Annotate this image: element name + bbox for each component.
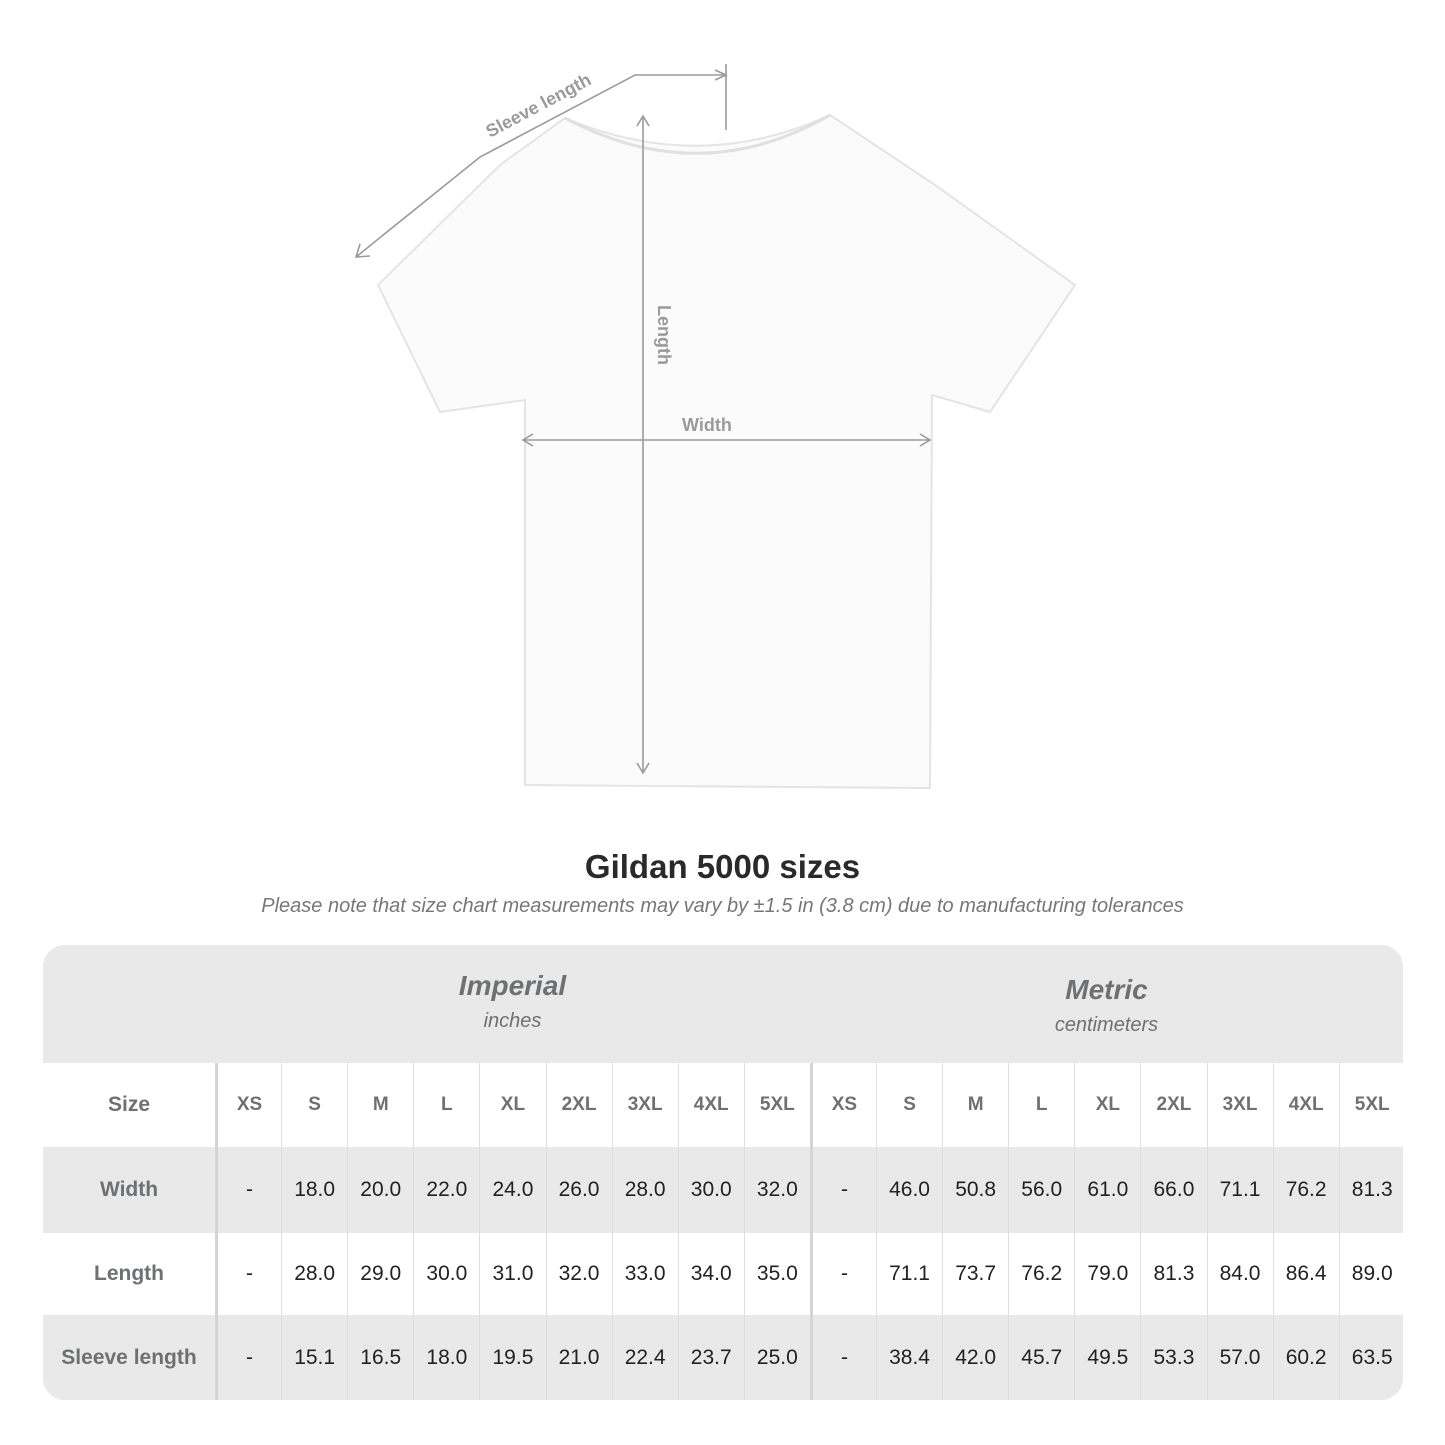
imperial-size-xs: XS	[215, 1063, 281, 1147]
metric-value-cell: 89.0	[1338, 1233, 1403, 1315]
imperial-value-cell: 21.0	[545, 1315, 612, 1400]
metric-value-cell: -	[809, 1315, 876, 1400]
imperial-value-cell: 28.0	[281, 1233, 347, 1315]
metric-value-cell: 50.8	[942, 1147, 1008, 1233]
metric-size-4xl: 4XL	[1272, 1063, 1339, 1147]
imperial-value-cell: 22.4	[611, 1315, 678, 1400]
sleeve-measure-line	[355, 74, 726, 258]
imperial-value-cell: 26.0	[545, 1147, 612, 1233]
table-row	[43, 1233, 1403, 1315]
imperial-value-cell: 18.0	[413, 1315, 479, 1400]
imperial-size-2xl: 2XL	[545, 1063, 612, 1147]
imperial-value-cell: 19.5	[479, 1315, 545, 1400]
imperial-unit: inches	[483, 1010, 542, 1032]
metric-value-cell: 38.4	[876, 1315, 942, 1400]
imperial-header: Imperial inches	[215, 970, 810, 1033]
metric-value-cell: 79.0	[1074, 1233, 1140, 1315]
metric-value-cell: 76.2	[1008, 1233, 1074, 1315]
width-label: Width	[682, 415, 732, 435]
imperial-value-cell: 32.0	[743, 1147, 810, 1233]
metric-value-cell: 81.3	[1338, 1147, 1403, 1233]
metric-size-2xl: 2XL	[1140, 1063, 1206, 1147]
metric-value-cell: -	[809, 1233, 876, 1315]
imperial-value-cell: 25.0	[743, 1315, 810, 1400]
imperial-value-cell: -	[215, 1315, 281, 1400]
sleeve-arrowhead	[354, 243, 371, 258]
tshirt-diagram: Sleeve length Length Width	[354, 64, 1077, 790]
metric-size-l: L	[1008, 1063, 1074, 1147]
size-header-row	[43, 1063, 1403, 1147]
size-label: Size	[107, 1093, 151, 1116]
imperial-value-cell: 30.0	[677, 1147, 744, 1233]
metric-size-xs: XS	[809, 1063, 876, 1147]
metric-value-cell: 66.0	[1140, 1147, 1206, 1233]
metric-value-cell: 46.0	[876, 1147, 942, 1233]
row-label: Sleeve length	[61, 1345, 197, 1369]
imperial-value-cell: 16.5	[347, 1315, 413, 1400]
metric-size-5xl: 5XL	[1338, 1063, 1403, 1147]
metric-value-cell: -	[809, 1147, 876, 1233]
imperial-size-s: S	[281, 1063, 347, 1147]
metric-header: Metric centimeters	[810, 974, 1403, 1037]
imperial-value-cell: 20.0	[347, 1147, 413, 1233]
imperial-value-cell: 28.0	[611, 1147, 678, 1233]
imperial-size-4xl: 4XL	[677, 1063, 744, 1147]
imperial-value-cell: 18.0	[281, 1147, 347, 1233]
imperial-value-cell: 29.0	[347, 1233, 413, 1315]
metric-value-cell: 45.7	[1008, 1315, 1074, 1400]
metric-value-cell: 81.3	[1140, 1233, 1206, 1315]
imperial-value-cell: 33.0	[611, 1233, 678, 1315]
metric-size-s: S	[876, 1063, 942, 1147]
imperial-value-cell: 22.0	[413, 1147, 479, 1233]
imperial-size-m: M	[347, 1063, 413, 1147]
metric-value-cell: 71.1	[1206, 1147, 1273, 1233]
imperial-value-cell: 24.0	[479, 1147, 545, 1233]
imperial-value-cell: 31.0	[479, 1233, 545, 1315]
row-label: Width	[99, 1178, 159, 1201]
metric-value-cell: 76.2	[1272, 1147, 1339, 1233]
imperial-size-3xl: 3XL	[611, 1063, 678, 1147]
size-table: Imperial inches Metric centimeters Size X…	[43, 945, 1403, 1400]
metric-title: Metric	[1065, 974, 1148, 1005]
tolerance-note: Please note that size chart measurements…	[261, 895, 1184, 917]
metric-value-cell: 86.4	[1272, 1233, 1339, 1315]
imperial-value-cell: 32.0	[545, 1233, 612, 1315]
imperial-title: Imperial	[458, 970, 567, 1001]
metric-unit: centimeters	[1054, 1014, 1159, 1036]
metric-value-cell: 61.0	[1074, 1147, 1140, 1233]
imperial-value-cell: 23.7	[677, 1315, 744, 1400]
imperial-value-cell: 35.0	[743, 1233, 810, 1315]
imperial-value-cell: 34.0	[677, 1233, 744, 1315]
metric-value-cell: 42.0	[942, 1315, 1008, 1400]
row-label: Length	[94, 1262, 164, 1285]
imperial-value-cell: 15.1	[281, 1315, 347, 1400]
imperial-size-xl: XL	[479, 1063, 545, 1147]
metric-value-cell: 56.0	[1008, 1147, 1074, 1233]
metric-value-cell: 73.7	[942, 1233, 1008, 1315]
metric-value-cell: 63.5	[1338, 1315, 1403, 1400]
metric-value-cell: 49.5	[1074, 1315, 1140, 1400]
tshirt-shape	[376, 113, 1077, 790]
imperial-value-cell: 30.0	[413, 1233, 479, 1315]
imperial-size-l: L	[413, 1063, 479, 1147]
collar	[564, 113, 831, 155]
metric-value-cell: 71.1	[876, 1233, 942, 1315]
imperial-value-cell: -	[215, 1147, 281, 1233]
length-label: Length	[654, 305, 674, 365]
metric-value-cell: 57.0	[1206, 1315, 1273, 1400]
metric-value-cell: 53.3	[1140, 1315, 1206, 1400]
metric-value-cell: 60.2	[1272, 1315, 1339, 1400]
units-header	[43, 945, 1403, 1063]
metric-size-3xl: 3XL	[1206, 1063, 1273, 1147]
imperial-size-5xl: 5XL	[743, 1063, 810, 1147]
imperial-value-cell: -	[215, 1233, 281, 1315]
metric-size-xl: XL	[1074, 1063, 1140, 1147]
table-row	[43, 1147, 1403, 1233]
metric-size-m: M	[942, 1063, 1008, 1147]
page-title: Gildan 5000 sizes	[584, 848, 861, 885]
metric-value-cell: 84.0	[1206, 1233, 1273, 1315]
table-row	[43, 1315, 1403, 1400]
